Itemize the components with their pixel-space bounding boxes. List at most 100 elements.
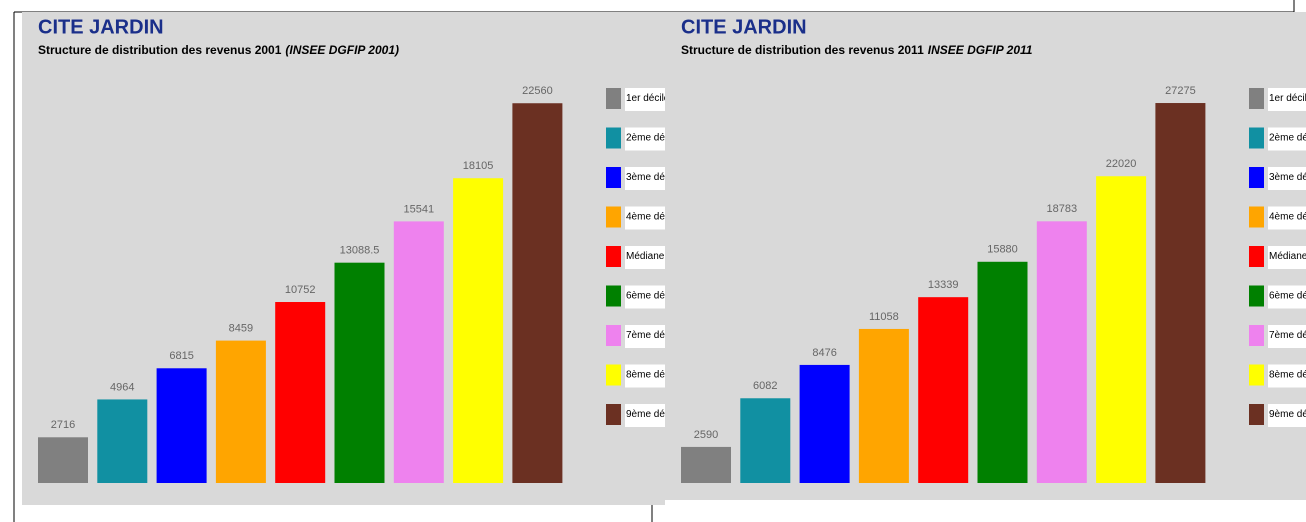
- legend-text: 1er décile: [1269, 93, 1306, 104]
- legend-label-bg: [1268, 325, 1306, 348]
- bar: [977, 261, 1028, 483]
- legend-swatch: [606, 127, 621, 149]
- legend-swatch: [1249, 246, 1264, 267]
- bar: [275, 302, 326, 483]
- value-label: 11058: [869, 311, 899, 323]
- legend-swatch: [1249, 285, 1264, 307]
- legend-text: 3ème décile: [626, 172, 680, 183]
- value-label: 22020: [1106, 158, 1137, 170]
- legend-swatch: [606, 246, 621, 267]
- legend-text: 9ème décile: [1269, 409, 1306, 420]
- legend-label-bg: [1268, 246, 1306, 269]
- legend-text: 4ème décile: [626, 211, 680, 222]
- legend-text: 2ème décile: [1269, 132, 1306, 143]
- subtitle-text: Structure de distribution des revenus 20…: [38, 43, 282, 57]
- chart: CITE JARDIN Structure de distribution des…: [665, 12, 1306, 500]
- value-label: 10752: [285, 284, 316, 296]
- legend-label-bg: [625, 364, 665, 388]
- value-label: 18105: [463, 160, 494, 172]
- legend-label-bg: [625, 206, 665, 230]
- value-label: 8459: [229, 323, 253, 335]
- bar: [799, 364, 850, 483]
- bar: [1155, 103, 1206, 483]
- value-label: 13088.5: [340, 245, 380, 257]
- legend-label: Médiane: [1269, 251, 1306, 262]
- legend-label: 3ème décile: [1269, 172, 1306, 183]
- legend-label-bg: [625, 285, 665, 309]
- value-label: 27275: [1165, 85, 1196, 97]
- legend-text: 4ème décile: [1269, 211, 1306, 222]
- bar: [858, 328, 909, 483]
- legend-text: 1er décile: [626, 93, 670, 104]
- value-label: 15880: [987, 244, 1018, 256]
- legend-label: 2ème décile: [1269, 132, 1306, 143]
- legend-text: 2ème décile: [626, 132, 680, 143]
- bar: [97, 399, 148, 483]
- legend-label-bg: [625, 88, 665, 111]
- legend-swatch: [606, 325, 621, 346]
- legend-label-bg: [1268, 88, 1306, 111]
- legend-label-bg: [625, 325, 665, 348]
- value-label: 15541: [404, 203, 435, 215]
- legend-text: 8ème décile: [626, 369, 680, 380]
- legend-text: 7ème décile: [1269, 330, 1306, 341]
- legend-label: 9ème décile: [626, 409, 680, 420]
- legend-label: 7ème décile: [1269, 330, 1306, 341]
- chart-title: CITE JARDIN: [38, 16, 164, 38]
- chart: CITE JARDIN Structure de distribution des…: [22, 12, 680, 505]
- bar: [512, 103, 563, 484]
- legend-label: 1er décile: [1269, 93, 1306, 104]
- chart-subtitle: Structure de distribution des revenus 20…: [681, 43, 1033, 57]
- legend-swatch: [606, 364, 621, 386]
- legend-text: 8ème décile: [1269, 369, 1306, 380]
- legend-swatch: [606, 88, 621, 109]
- legend-swatch: [606, 206, 621, 228]
- legend-text: Médiane: [626, 251, 665, 262]
- legend-label: 6ème décile: [626, 290, 680, 301]
- legend-swatch: [606, 404, 621, 425]
- bar: [740, 398, 791, 483]
- bar: [334, 262, 385, 483]
- legend-label-bg: [625, 167, 665, 190]
- legend-text: 6ème décile: [626, 290, 680, 301]
- chart-subtitle: Structure de distribution des revenus 20…: [38, 43, 399, 57]
- value-label: 2716: [51, 419, 75, 431]
- legend-label-bg: [1268, 206, 1306, 230]
- bar: [38, 437, 88, 483]
- chart-title: CITE JARDIN: [681, 16, 807, 38]
- legend-label: 6ème décile: [1269, 290, 1306, 301]
- legend-swatch: [606, 167, 621, 188]
- legend-text: 7ème décile: [626, 330, 680, 341]
- bar: [215, 340, 266, 483]
- legend-label-bg: [1268, 285, 1306, 309]
- legend-swatch: [1249, 127, 1264, 149]
- legend-label: 8ème décile: [626, 369, 680, 380]
- legend-label: 4ème décile: [626, 211, 680, 222]
- legend-label: Médiane: [626, 251, 665, 262]
- bar: [453, 178, 504, 484]
- bar: [918, 297, 969, 483]
- value-label: 6082: [753, 380, 777, 392]
- legend-text: 9ème décile: [626, 409, 680, 420]
- legend-label: 9ème décile: [1269, 409, 1306, 420]
- legend-swatch: [1249, 325, 1264, 346]
- value-label: 6815: [169, 350, 193, 362]
- value-label: 8476: [812, 347, 836, 359]
- legend-label: 8ème décile: [1269, 369, 1306, 380]
- bar: [393, 221, 444, 483]
- value-label: 2590: [694, 429, 718, 441]
- value-label: 4964: [110, 381, 134, 393]
- legend-text: Médiane: [1269, 251, 1306, 262]
- legend-swatch: [1249, 364, 1264, 386]
- bar: [681, 446, 731, 483]
- legend-label-bg: [625, 404, 665, 427]
- legend-label-bg: [1268, 364, 1306, 388]
- legend-swatch: [1249, 167, 1264, 188]
- bar: [1096, 176, 1147, 483]
- subtitle-source: INSEE DGFIP 2011: [928, 43, 1033, 57]
- legend-swatch: [1249, 404, 1264, 425]
- legend-label-bg: [625, 127, 665, 151]
- subtitle-text: Structure de distribution des revenus 20…: [681, 43, 924, 57]
- legend-label-bg: [625, 246, 665, 269]
